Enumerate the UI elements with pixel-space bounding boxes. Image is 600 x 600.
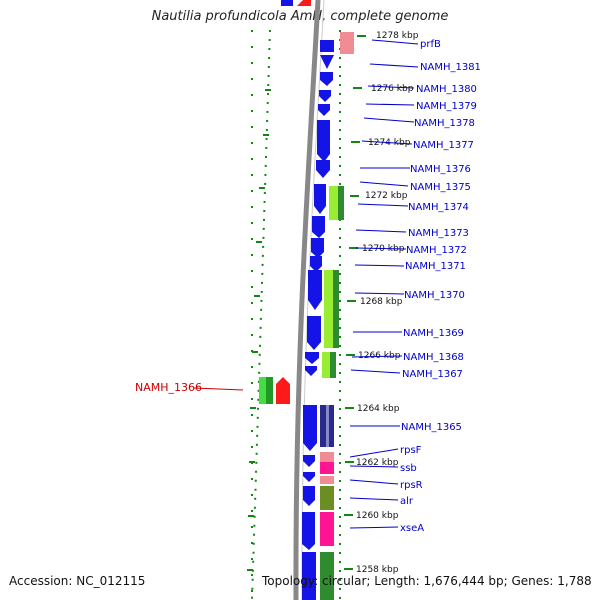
kbp-label: 1272 kbp: [365, 191, 408, 201]
gene-label-rpsr[interactable]: rpsR: [400, 480, 423, 491]
gene-leader-lines: [349, 39, 419, 529]
genome-title: Nautilia profundicola AmH, complete geno…: [151, 9, 449, 24]
kbp-label: 1264 kbp: [357, 404, 400, 414]
gene-label-namh-1379[interactable]: NAMH_1379: [416, 101, 477, 112]
kbp-label: 1258 kbp: [356, 565, 399, 575]
gene-label-namh-1367[interactable]: NAMH_1367: [402, 369, 463, 380]
gene-label-namh-1368[interactable]: NAMH_1368: [403, 352, 464, 363]
feature-blocks: [320, 32, 354, 600]
gene-label-rpsf[interactable]: rpsF: [400, 445, 422, 456]
kbp-label: 1276 kbp: [371, 84, 414, 94]
gene-label-namh-1376[interactable]: NAMH_1376: [410, 164, 471, 175]
forward-cds-track: [281, 0, 334, 600]
gene-label-namh-1375[interactable]: NAMH_1375: [410, 182, 471, 193]
gene-label-namh-1366[interactable]: NAMH_1366: [135, 381, 202, 394]
gene-label-xsea[interactable]: xseA: [400, 523, 424, 534]
leader-namh-1366: [193, 387, 244, 391]
genome-backbone: [293, 0, 325, 600]
accession-text: Accession: NC_012115: [9, 574, 146, 588]
topology-text: Topology: circular; Length: 1,676,444 bp…: [262, 574, 592, 588]
top-red-feature: [297, 0, 311, 6]
kbp-label: 1278 kbp: [376, 31, 419, 41]
gene-label-namh-1369[interactable]: NAMH_1369: [403, 328, 464, 339]
gene-label-namh-1373[interactable]: NAMH_1373: [408, 228, 469, 239]
gene-label-namh-1378[interactable]: NAMH_1378: [414, 118, 475, 129]
gene-label-namh-1380[interactable]: NAMH_1380: [416, 84, 477, 95]
kbp-label: 1260 kbp: [356, 511, 399, 521]
kbp-tick-marks: [344, 35, 366, 570]
gene-label-namh-1381[interactable]: NAMH_1381: [420, 62, 481, 73]
kbp-label: 1268 kbp: [360, 297, 403, 307]
gene-label-ssb[interactable]: ssb: [400, 463, 417, 474]
gene-label-namh-1374[interactable]: NAMH_1374: [408, 202, 469, 213]
gene-label-prfb[interactable]: prfB: [420, 39, 441, 50]
gene-label-namh-1370[interactable]: NAMH_1370: [404, 290, 465, 301]
gene-label-namh-1365[interactable]: NAMH_1365: [401, 422, 462, 433]
gene-label-namh-1377[interactable]: NAMH_1377: [413, 140, 474, 151]
gene-label-namh-1371[interactable]: NAMH_1371: [405, 261, 466, 272]
gene-label-alr[interactable]: alr: [400, 496, 414, 507]
minor-ticks: [247, 89, 271, 571]
gene-namh-1366-marker[interactable]: [259, 377, 290, 404]
kbp-label: 1262 kbp: [356, 458, 399, 468]
gene-label-namh-1372[interactable]: NAMH_1372: [406, 245, 467, 256]
